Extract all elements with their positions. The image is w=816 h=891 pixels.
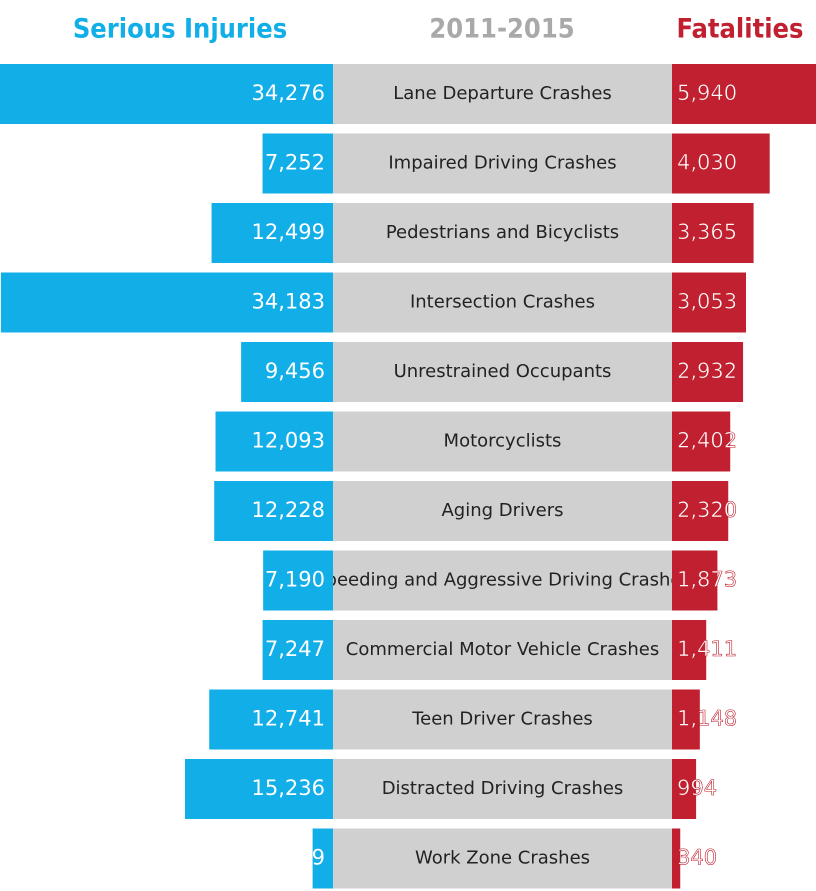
category-label: Motorcyclists bbox=[444, 431, 562, 452]
bar bbox=[209, 689, 333, 750]
bar bbox=[672, 133, 770, 194]
bar bbox=[672, 64, 816, 124]
bar bbox=[672, 550, 718, 611]
category-band bbox=[333, 620, 672, 680]
value-label: 12,499 bbox=[252, 220, 325, 244]
bar bbox=[262, 133, 333, 194]
category-label: Distracted Driving Crashes bbox=[382, 778, 624, 799]
value-label: 1,148 bbox=[677, 707, 737, 731]
right-series-title: Fatalities bbox=[677, 14, 804, 45]
category-band bbox=[333, 828, 672, 889]
category-band bbox=[333, 64, 672, 124]
bar bbox=[215, 411, 333, 472]
category-band bbox=[333, 689, 672, 750]
bar bbox=[672, 272, 747, 333]
bar bbox=[184, 759, 333, 819]
category-band bbox=[333, 481, 672, 541]
category-label: Aging Drivers bbox=[441, 500, 563, 521]
value-label: 3,365 bbox=[677, 220, 737, 244]
bar bbox=[214, 481, 333, 541]
category-band bbox=[333, 272, 672, 333]
value-label: 2,402 bbox=[677, 429, 737, 453]
value-label: 3,053 bbox=[677, 290, 737, 314]
value-label: 34,183 bbox=[252, 290, 325, 314]
bar bbox=[211, 203, 333, 263]
value-label: 12,093 bbox=[252, 429, 325, 453]
category-label: Intersection Crashes bbox=[410, 292, 595, 313]
category-label: Impaired Driving Crashes bbox=[388, 153, 616, 174]
value-label: 2,099 bbox=[265, 846, 325, 870]
bar bbox=[672, 759, 697, 819]
value-label: 34,276 bbox=[252, 81, 325, 105]
bar bbox=[262, 620, 333, 680]
value-label: 2,932 bbox=[677, 359, 737, 383]
value-label: 2,320 bbox=[677, 498, 737, 522]
category-band bbox=[333, 203, 672, 263]
bar bbox=[241, 342, 333, 402]
category-band bbox=[333, 550, 672, 611]
category-band bbox=[333, 133, 672, 194]
bar bbox=[672, 342, 744, 402]
value-label: 994 bbox=[677, 776, 717, 800]
chart-title: 2011-2015 bbox=[429, 14, 574, 45]
value-label: 12,228 bbox=[252, 498, 325, 522]
bar bbox=[0, 64, 333, 124]
value-label: 7,190 bbox=[265, 568, 325, 592]
category-band bbox=[333, 342, 672, 402]
bar bbox=[672, 689, 700, 750]
bar bbox=[672, 411, 731, 472]
value-label: 340 bbox=[677, 846, 717, 870]
value-label: 9,456 bbox=[265, 359, 325, 383]
category-label: Speeding and Aggressive Driving Crashes bbox=[314, 570, 691, 591]
value-label: 4,030 bbox=[677, 151, 737, 175]
category-label: Teen Driver Crashes bbox=[411, 709, 593, 730]
category-label: Lane Departure Crashes bbox=[393, 83, 612, 104]
bar bbox=[263, 550, 333, 611]
bar bbox=[672, 203, 754, 263]
bar bbox=[672, 828, 681, 889]
bar bbox=[672, 620, 707, 680]
value-label: 7,247 bbox=[265, 637, 325, 661]
value-label: 1,873 bbox=[677, 568, 737, 592]
value-label: 1,411 bbox=[677, 637, 737, 661]
bar bbox=[312, 828, 333, 889]
value-label: 5,940 bbox=[677, 81, 737, 105]
bar bbox=[0, 272, 334, 333]
category-band bbox=[333, 411, 672, 472]
category-label: Unrestrained Occupants bbox=[394, 361, 612, 382]
value-label: 7,252 bbox=[265, 151, 325, 175]
category-band bbox=[333, 759, 672, 819]
category-label: Work Zone Crashes bbox=[415, 848, 590, 869]
category-label: Commercial Motor Vehicle Crashes bbox=[346, 639, 659, 660]
category-label: Pedestrians and Bicyclists bbox=[386, 222, 619, 243]
value-label: 12,741 bbox=[252, 707, 325, 731]
value-label: 15,236 bbox=[252, 776, 325, 800]
bar bbox=[672, 481, 729, 541]
left-series-title: Serious Injuries bbox=[73, 14, 287, 45]
